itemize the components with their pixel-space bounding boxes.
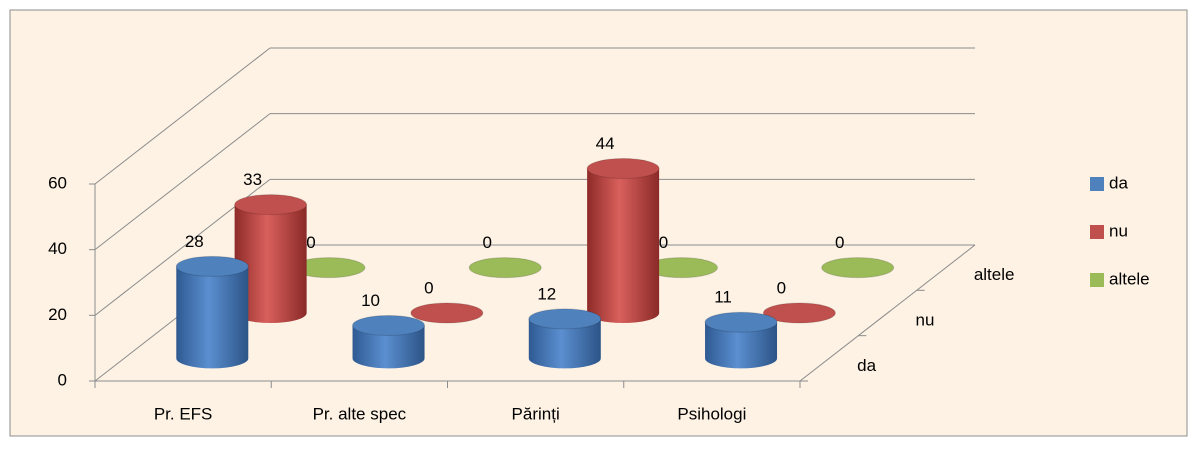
- bar: [410, 302, 484, 324]
- bar: [468, 257, 542, 279]
- depth-label: altele: [974, 265, 1015, 284]
- bar-top: [821, 257, 895, 279]
- y-tick-label: 60: [48, 173, 67, 192]
- bar: [586, 158, 660, 324]
- bar: [352, 315, 426, 369]
- legend-swatch: [1090, 225, 1104, 239]
- bar-top: [528, 308, 602, 330]
- y-tick-label: 0: [58, 370, 67, 389]
- y-tick-label: 40: [48, 239, 67, 258]
- value-label: 11: [714, 288, 732, 307]
- depth-label: da: [857, 356, 876, 375]
- value-label: 0: [424, 278, 433, 297]
- bar: [821, 257, 895, 279]
- bar-top: [175, 255, 249, 277]
- value-label: 33: [243, 170, 262, 189]
- bar-side: [705, 322, 778, 369]
- x-tick-label: Părinți: [512, 404, 560, 423]
- bar-top: [586, 158, 660, 180]
- value-label: 12: [537, 284, 556, 303]
- bar-top: [468, 257, 542, 279]
- x-tick-label: Pr. alte spec: [313, 404, 407, 423]
- legend-swatch: [1090, 273, 1104, 287]
- grid-line: [94, 113, 271, 251]
- value-label: 0: [835, 233, 844, 252]
- bar-top: [234, 194, 308, 216]
- x-tick-label: Psihologi: [677, 404, 746, 423]
- bar: [704, 311, 778, 369]
- bar-side: [234, 204, 307, 324]
- bar: [762, 302, 836, 324]
- legend-swatch: [1090, 177, 1104, 191]
- value-label: 10: [361, 291, 380, 310]
- bar-side: [352, 325, 425, 369]
- value-label: 44: [596, 134, 615, 153]
- grid-line: [94, 47, 271, 185]
- x-tick-label: Pr. EFS: [154, 404, 213, 423]
- y-tick-label: 20: [48, 305, 67, 324]
- bar: [175, 255, 249, 369]
- bar: [234, 194, 308, 324]
- legend-label: nu: [1109, 221, 1128, 240]
- value-label: 28: [185, 232, 204, 251]
- bar-top: [704, 311, 778, 333]
- depth-axis: [799, 244, 976, 382]
- bar: [528, 308, 602, 369]
- depth-label: nu: [916, 310, 935, 329]
- bar-side: [587, 168, 660, 324]
- legend-label: da: [1109, 173, 1128, 192]
- bar-side: [176, 266, 249, 369]
- legend-label: altele: [1109, 269, 1150, 288]
- value-label: 0: [306, 233, 315, 252]
- value-label: 0: [659, 233, 668, 252]
- bar-top: [352, 315, 426, 336]
- bar-top: [762, 302, 836, 324]
- bar-top: [410, 302, 484, 324]
- value-label: 0: [777, 278, 786, 297]
- bar-side: [528, 318, 601, 369]
- value-label: 0: [482, 233, 491, 252]
